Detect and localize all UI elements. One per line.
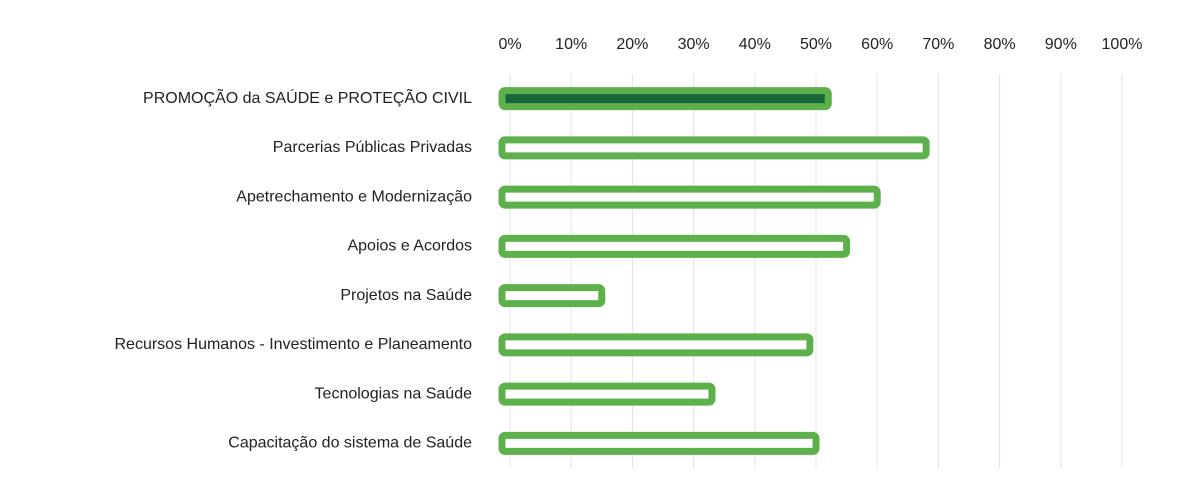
y-tick-label: PROMOÇÃO da SAÚDE e PROTEÇÃO CIVIL <box>143 87 472 107</box>
x-tick-label: 40% <box>739 36 771 53</box>
y-tick-label: Tecnologias na Saúde <box>315 385 473 402</box>
x-tick-label: 100% <box>1102 36 1143 53</box>
x-tick-label: 20% <box>616 36 648 53</box>
x-tick-label: 60% <box>861 36 893 53</box>
x-tick-label: 80% <box>984 36 1016 53</box>
y-tick-label: Capacitação do sistema de Saúde <box>228 435 472 452</box>
x-tick-label: 90% <box>1045 36 1077 53</box>
bar <box>498 431 820 455</box>
y-tick-label: Projetos na Saúde <box>340 287 472 304</box>
bar <box>498 234 851 258</box>
bar <box>498 382 716 406</box>
y-tick-label: Apoios e Acordos <box>347 238 472 255</box>
bar <box>498 185 881 209</box>
x-tick-label: 30% <box>678 36 710 53</box>
bar <box>498 284 606 308</box>
x-tick-label: 70% <box>922 36 954 53</box>
y-tick-label: Parcerias Públicas Privadas <box>273 139 472 156</box>
x-tick-label: 0% <box>498 36 521 53</box>
bar <box>498 136 930 160</box>
x-tick-label: 50% <box>800 36 832 53</box>
bar <box>498 87 832 111</box>
x-tick-label: 10% <box>555 36 587 53</box>
bar <box>498 333 814 357</box>
y-tick-label: Apetrechamento e Modernização <box>236 188 472 205</box>
y-tick-label: Recursos Humanos - Investimento e Planea… <box>114 336 472 353</box>
